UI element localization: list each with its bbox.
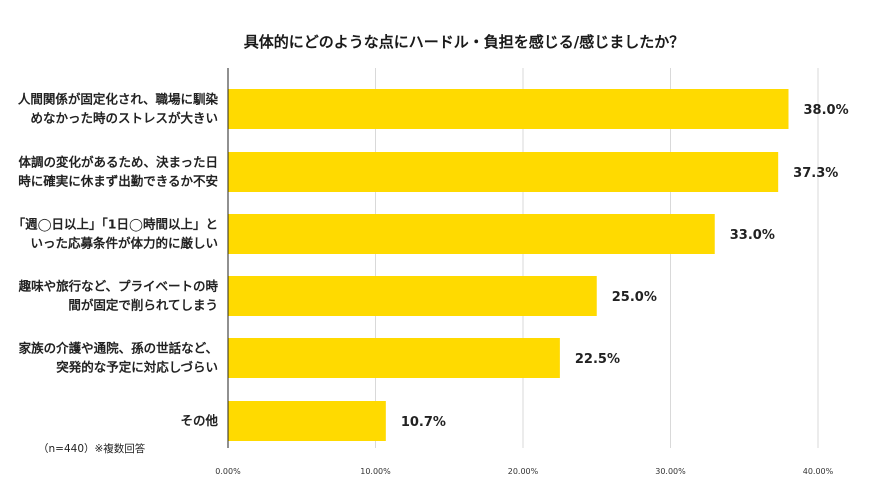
bar [228, 214, 715, 254]
x-tick-label: 30.00% [655, 467, 686, 476]
category-label-line: いった応募条件が体力的に厳しい [30, 236, 218, 251]
category-label-line: その他 [180, 413, 218, 428]
bar [228, 152, 779, 192]
category-label: 人間関係が固定化され、職場に馴染めなかった時のストレスが大きい [18, 92, 219, 126]
category-label: その他 [180, 413, 218, 428]
x-tick-label: 0.00% [215, 467, 241, 476]
category-label-line: 突発的な予定に対応しづらい [56, 360, 218, 375]
category-label-line: 家族の介護や通院、孫の世話など、 [19, 341, 218, 356]
category-label: 体調の変化があるため、決まった日時に確実に休まず出勤できるか不安 [18, 155, 218, 189]
bar-value-label: 37.3% [793, 166, 838, 181]
category-label-line: 「週◯日以上」「1日◯時間以上」と [13, 217, 218, 232]
category-label: 家族の介護や通院、孫の世話など、突発的な予定に対応しづらい [19, 341, 218, 375]
x-tick-label: 40.00% [803, 467, 834, 476]
category-label-line: 体調の変化があるため、決まった日 [18, 155, 218, 170]
x-axis-ticks: 0.00% 10.00% 20.00% 30.00% 40.00% [215, 467, 833, 476]
category-label-line: 時に確実に休まず出勤できるか不安 [18, 174, 218, 189]
category-labels: 人間関係が固定化され、職場に馴染めなかった時のストレスが大きい体調の変化があるた… [13, 92, 219, 429]
category-label-line: めなかった時のストレスが大きい [30, 111, 218, 126]
x-tick-label: 10.00% [360, 467, 391, 476]
category-label-line: 人間関係が固定化され、職場に馴染 [18, 92, 219, 107]
bar-value-label: 10.7% [401, 415, 446, 430]
bar [228, 276, 597, 316]
category-label-line: 間が固定で削られてしまう [68, 298, 218, 313]
gridlines [375, 68, 819, 448]
bar-value-label: 33.0% [730, 228, 775, 243]
bar-value-label: 22.5% [575, 352, 620, 367]
chart-title: 具体的にどのような点にハードル・負担を感じる/感じましたか？ [244, 33, 684, 51]
category-label: 「週◯日以上」「1日◯時間以上」といった応募条件が体力的に厳しい [13, 217, 218, 251]
category-label: 趣味や旅行など、プライベートの時間が固定で削られてしまう [18, 279, 219, 313]
bar-value-label: 38.0% [804, 103, 849, 118]
bars [228, 89, 789, 441]
bar [228, 401, 386, 441]
bar [228, 338, 560, 378]
bar-value-label: 25.0% [612, 290, 657, 305]
category-label-line: 趣味や旅行など、プライベートの時 [18, 279, 219, 294]
bar [228, 89, 789, 129]
value-labels: 38.0% 37.3% 33.0% 25.0% 22.5% 10.7% [401, 103, 849, 430]
x-tick-label: 20.00% [508, 467, 539, 476]
sample-note: （n=440）※複数回答 [38, 442, 146, 455]
